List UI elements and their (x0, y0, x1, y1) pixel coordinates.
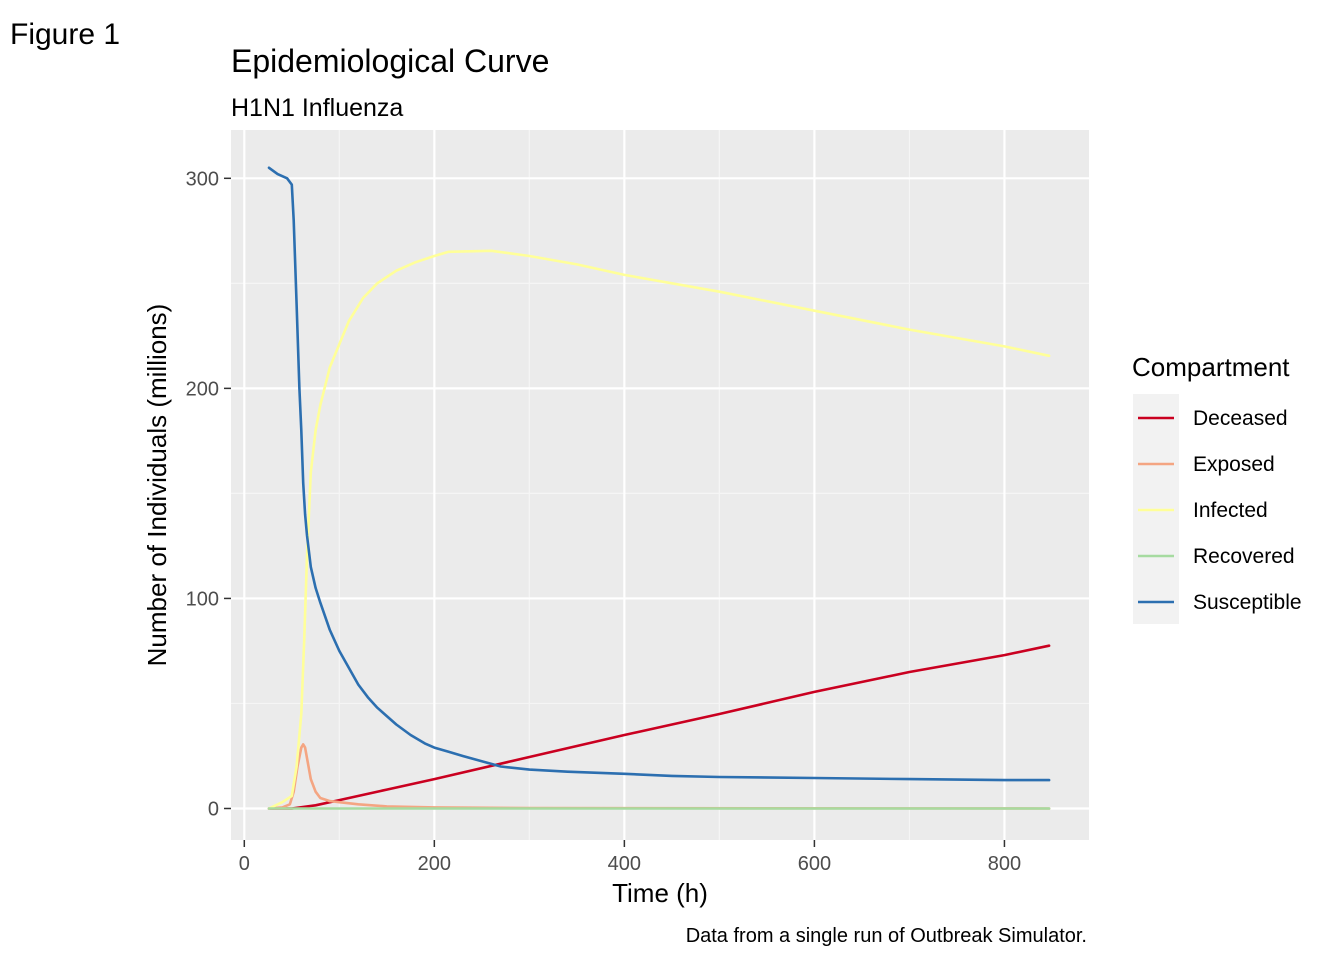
x-axis-label: Time (h) (612, 878, 708, 908)
series-line-susceptible (267, 166, 1051, 782)
chart-title: Epidemiological Curve (231, 43, 549, 79)
series-line-deceased (267, 644, 1051, 810)
series-line-infected (267, 249, 1051, 810)
legend-label-susceptible: Susceptible (1193, 591, 1302, 614)
legend-title: Compartment (1132, 352, 1290, 382)
y-tick-label: 300 (186, 168, 219, 190)
legend-label-infected: Infected (1193, 499, 1268, 522)
x-tick-label: 0 (239, 853, 250, 875)
x-tick-label: 800 (988, 853, 1021, 875)
y-axis-label: Number of Individuals (millions) (142, 304, 172, 667)
legend-label-deceased: Deceased (1193, 407, 1288, 430)
legend-label-exposed: Exposed (1193, 453, 1275, 476)
legend-label-recovered: Recovered (1193, 545, 1295, 568)
caption: Data from a single run of Outbreak Simul… (686, 925, 1087, 947)
x-tick-label: 600 (798, 853, 831, 875)
y-axis: 0 100 200 300 (186, 168, 231, 820)
chart-subtitle: H1N1 Influenza (231, 94, 403, 122)
x-tick-label: 400 (608, 853, 641, 875)
figure-label: Figure 1 (10, 18, 120, 51)
plot-panel (231, 130, 1089, 840)
x-tick-label: 200 (418, 853, 451, 875)
series-lines (267, 166, 1051, 810)
x-axis: 0 200 400 600 800 (239, 840, 1021, 875)
legend: Compartment Deceased Exposed Infected Recov… (1132, 352, 1302, 624)
y-tick-label: 100 (186, 588, 219, 610)
y-tick-label: 0 (208, 798, 219, 820)
y-tick-label: 200 (186, 378, 219, 400)
